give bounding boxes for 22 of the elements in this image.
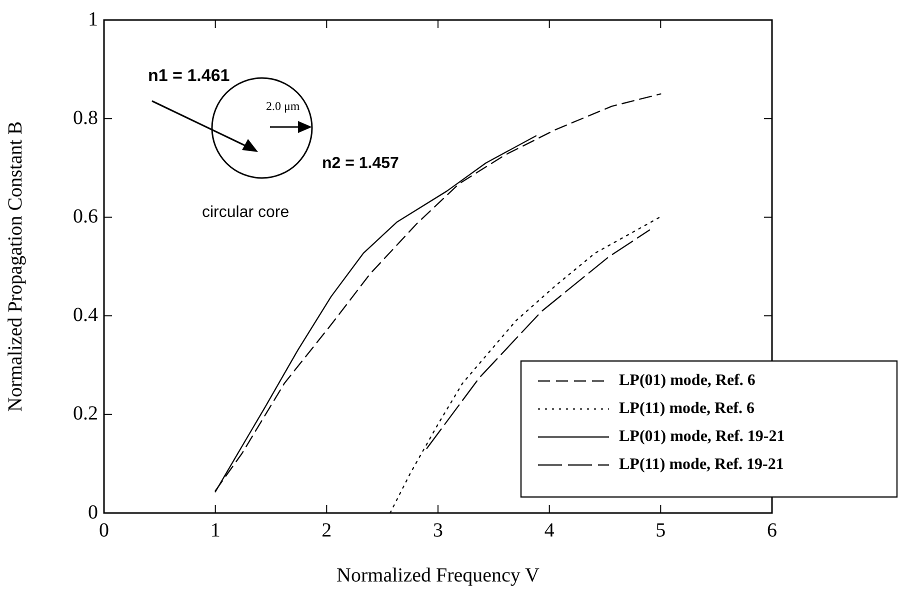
x-axis-title: Normalized Frequency V [336,564,540,586]
legend-label: LP(11) mode, Ref. 6 [619,400,755,418]
x-tick-label: 1 [210,519,220,542]
annotation: circular core [202,204,290,222]
y-tick-label: 0.6 [73,205,98,228]
y-tick-label: 0.8 [73,106,98,129]
x-tick-label: 3 [433,519,443,542]
y-tick-label: 0.4 [73,304,98,326]
annotation: n2 = 1.457 [322,155,399,173]
annotation: n1 = 1.461 [148,66,230,86]
legend-label: LP(01) mode, Ref. 6 [619,372,756,390]
y-tick-label: 0.2 [73,402,98,425]
y-tick-label: 1 [88,8,98,30]
x-tick-label: 2 [322,519,332,542]
annotation: 2.0 μm [266,99,300,114]
legend-label: LP(11) mode, Ref. 19-21 [619,456,784,474]
y-tick-label: 0 [88,501,98,524]
x-tick-label: 4 [544,519,554,542]
legend-label: LP(01) mode, Ref. 19-21 [619,428,785,446]
y-axis-title: Normalized Propagation Constant B [4,121,26,412]
x-tick-label: 5 [656,519,666,542]
x-tick-label: 6 [767,519,777,542]
